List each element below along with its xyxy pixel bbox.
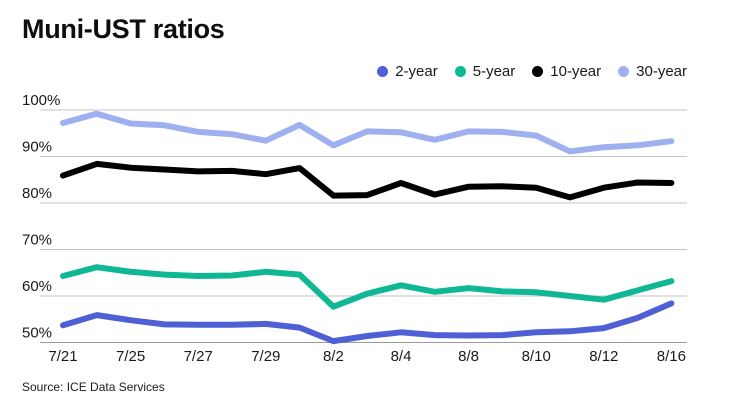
legend-label-30-year: 30-year (636, 63, 687, 80)
y-tick-label-90: 90% (22, 139, 52, 156)
y-tick-label-60: 60% (22, 278, 52, 295)
legend-label-5-year: 5-year (472, 63, 516, 80)
x-tick-label-8/16: 8/16 (657, 348, 686, 365)
series-line-5-year (60, 264, 675, 310)
y-tick-label-50: 50% (22, 325, 52, 342)
chart-legend: 2-year 5-year 10-year 30-year (377, 63, 687, 80)
series-line-10-year (60, 160, 675, 201)
x-tick-label-7/25: 7/25 (116, 348, 145, 365)
x-tick-label-7/21: 7/21 (48, 348, 77, 365)
y-tick-label-100: 100% (22, 92, 60, 109)
legend-dot-10-year-icon (532, 66, 544, 77)
source-credit: Source: ICE Data Services (22, 380, 165, 394)
chart-title: Muni-UST ratios (22, 14, 225, 44)
series-line-30-year (60, 110, 675, 155)
legend-label-10-year: 10-year (550, 63, 602, 80)
legend-dot-30-year-icon (618, 66, 630, 77)
x-tick-label-8/8: 8/8 (458, 348, 479, 365)
x-tick-label-8/4: 8/4 (391, 348, 412, 365)
legend-item-10-year: 10-year (532, 63, 601, 80)
y-tick-label-80: 80% (22, 185, 52, 202)
legend-item-30-year: 30-year (618, 63, 687, 80)
x-tick-label-8/12: 8/12 (589, 348, 618, 365)
series-line-2-year (60, 300, 675, 345)
legend-label-2-year: 2-year (395, 63, 438, 80)
legend-item-5-year: 5-year (454, 63, 516, 80)
legend-dot-2-year-icon (377, 66, 389, 77)
legend-item-2-year: 2-year (377, 63, 438, 80)
y-tick-label-70: 70% (22, 232, 52, 249)
legend-dot-5-year-icon (454, 66, 466, 77)
x-tick-label-8/2: 8/2 (323, 348, 344, 365)
x-tick-label-7/27: 7/27 (184, 348, 213, 365)
x-tick-label-8/10: 8/10 (522, 348, 551, 365)
x-tick-label-7/29: 7/29 (251, 348, 280, 365)
